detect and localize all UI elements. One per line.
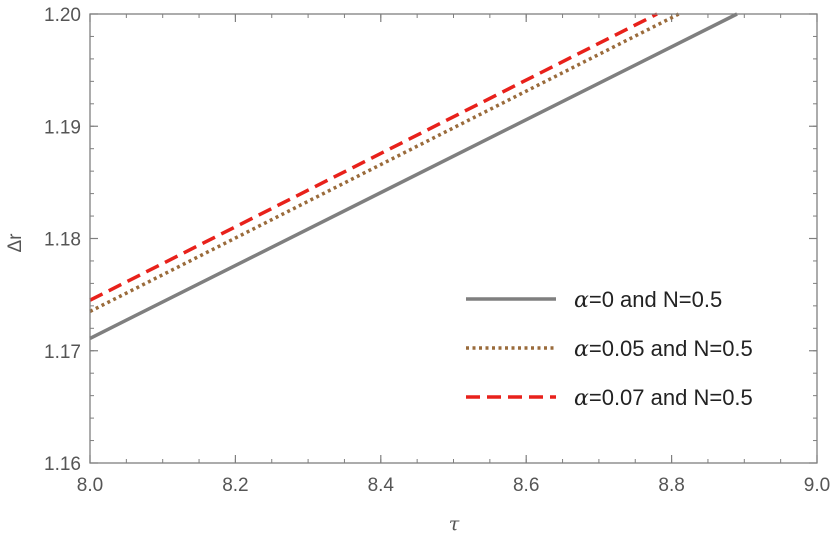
legend-label-1: α=0.05 and N=0.5 [574, 336, 753, 362]
y-axis-label: Δr [5, 233, 26, 253]
legend: α=0 and N=0.5 α=0.05 and N=0.5 α=0.07 and … [466, 287, 753, 411]
series-line-1 [89, 12, 680, 314]
x-axis-label: τ [449, 513, 460, 535]
y-tick-label: 1.16 [44, 454, 81, 475]
legend-label-2: α=0.07 and N=0.5 [574, 385, 753, 411]
x-tick-label: 8.8 [658, 475, 684, 496]
x-tick-label: 8.2 [222, 475, 248, 496]
x-tick-label: 8.0 [77, 475, 103, 496]
y-tick-label: 1.17 [44, 342, 81, 363]
series-layer [89, 12, 738, 340]
tick-labels-layer: 8.0 8.2 8.4 8.6 8.8 9.0 1.16 1.17 1.18 1.19 1.20 [44, 5, 830, 496]
y-tick-label: 1.20 [44, 5, 81, 26]
series-line-0 [89, 12, 738, 340]
plot-frame [89, 13, 818, 464]
legend-label-0: α=0 and N=0.5 [574, 287, 722, 313]
x-tick-label: 8.4 [368, 475, 395, 496]
series-line-2 [89, 12, 658, 302]
y-tick-label: 1.19 [44, 117, 81, 138]
x-tick-label: 8.6 [513, 475, 539, 496]
y-tick-label: 1.18 [44, 230, 81, 251]
x-tick-label: 9.0 [804, 475, 830, 496]
